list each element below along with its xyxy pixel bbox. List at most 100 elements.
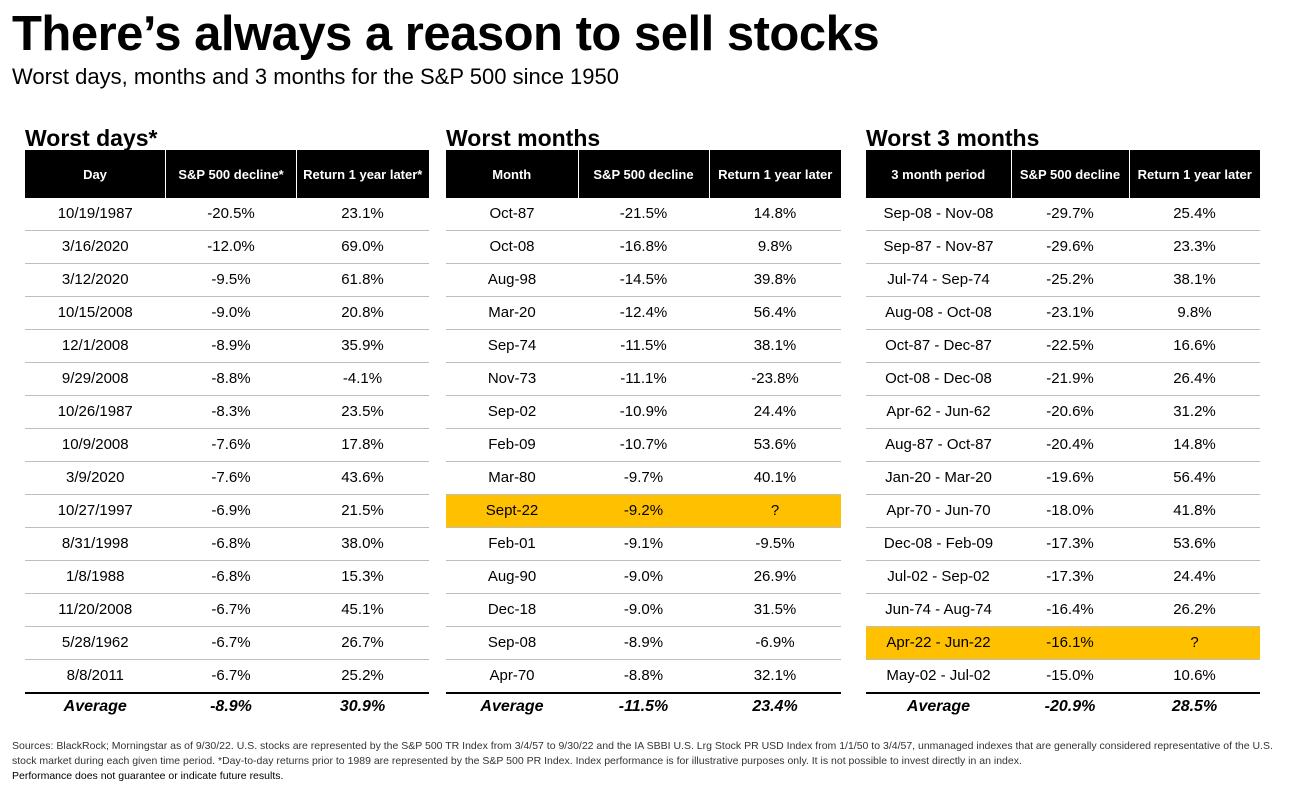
table-row: Aug-90 -9.0% 26.9% [446, 560, 841, 594]
page-title: There’s always a reason to sell stocks [12, 7, 880, 61]
table-row: Sep-02 -10.9% 24.4% [446, 395, 841, 429]
worst-3-months-panel: Worst 3 months 3 month period S&P 500 de… [866, 124, 1260, 720]
table-row: Oct-87 -21.5% 14.8% [446, 198, 841, 231]
average-row: Average -8.9% 30.9% [25, 693, 429, 720]
column-header: 3 month period [866, 150, 1011, 198]
return-cell: 23.1% [296, 198, 429, 231]
table-body: Sep-08 - Nov-08 -29.7% 25.4% Sep-87 - Nov-8… [866, 198, 1260, 694]
period-cell: Mar-80 [446, 461, 578, 495]
worst-days-panel: Worst days* Day S&P 500 decline* Return … [25, 124, 429, 720]
decline-cell: -6.7% [165, 626, 297, 660]
period-cell: 10/15/2008 [25, 296, 166, 330]
decline-cell: -8.9% [578, 626, 709, 660]
return-cell: 69.0% [296, 230, 429, 264]
table-row: Feb-09 -10.7% 53.6% [446, 428, 841, 462]
return-cell: 9.8% [1129, 296, 1260, 330]
period-cell: 8/8/2011 [25, 659, 166, 694]
period-cell: Oct-08 [446, 230, 578, 264]
period-cell: Sept-22 [446, 494, 578, 528]
period-cell: May-02 - Jul-02 [866, 659, 1011, 694]
period-cell: Aug-90 [446, 560, 578, 594]
return-cell: 56.4% [709, 296, 841, 330]
decline-cell: -14.5% [578, 263, 709, 297]
period-cell: 8/31/1998 [25, 527, 166, 561]
table-row: 12/1/2008 -8.9% 35.9% [25, 329, 429, 363]
return-cell: -4.1% [296, 362, 429, 396]
decline-cell: -6.8% [165, 527, 297, 561]
return-cell: 10.6% [1129, 659, 1260, 694]
return-cell: 26.9% [709, 560, 841, 594]
period-cell: Oct-08 - Dec-08 [866, 362, 1011, 396]
table-row: Oct-87 - Dec-87 -22.5% 16.6% [866, 329, 1260, 363]
return-cell: 14.8% [1129, 428, 1260, 462]
decline-cell: -20.5% [165, 198, 297, 231]
period-cell: 5/28/1962 [25, 626, 166, 660]
table-row: Sep-87 - Nov-87 -29.6% 23.3% [866, 230, 1260, 264]
decline-cell: -12.0% [165, 230, 297, 264]
return-cell: ? [1129, 626, 1260, 660]
table-row: Sep-08 - Nov-08 -29.7% 25.4% [866, 198, 1260, 231]
decline-cell: -29.7% [1011, 198, 1129, 231]
period-cell: Nov-73 [446, 362, 578, 396]
period-cell: Aug-87 - Oct-87 [866, 428, 1011, 462]
period-cell: Sep-08 - Nov-08 [866, 198, 1011, 231]
return-cell: 26.7% [296, 626, 429, 660]
footnote: Sources: BlackRock; Morningstar as of 9/… [12, 739, 1297, 784]
table-row: 9/29/2008 -8.8% -4.1% [25, 362, 429, 396]
period-cell: 3/16/2020 [25, 230, 166, 264]
decline-cell: -6.8% [165, 560, 297, 594]
average-row: Average -11.5% 23.4% [446, 693, 841, 720]
decline-cell: -9.0% [578, 560, 709, 594]
table-row: 8/31/1998 -6.8% 38.0% [25, 527, 429, 561]
decline-cell: -19.6% [1011, 461, 1129, 495]
table-row: Sep-74 -11.5% 38.1% [446, 329, 841, 363]
return-cell: 35.9% [296, 329, 429, 363]
table-row: 10/26/1987 -8.3% 23.5% [25, 395, 429, 429]
worst-3-months-table: 3 month period S&P 500 decline Return 1 … [866, 150, 1260, 720]
average-label: Average [63, 698, 127, 715]
table-row: Nov-73 -11.1% -23.8% [446, 362, 841, 396]
return-cell: -6.9% [709, 626, 841, 660]
table-header-row: Month S&P 500 decline Return 1 year late… [446, 150, 841, 198]
return-cell: -23.8% [709, 362, 841, 396]
average-row: Average -20.9% 28.5% [866, 693, 1260, 720]
return-cell: 25.4% [1129, 198, 1260, 231]
average-return: 23.4% [752, 698, 798, 715]
return-cell: 24.4% [1129, 560, 1260, 594]
period-cell: 10/9/2008 [25, 428, 166, 462]
column-header: Return 1 year later* [296, 150, 429, 198]
period-cell: Dec-08 - Feb-09 [866, 527, 1011, 561]
period-cell: Apr-62 - Jun-62 [866, 395, 1011, 429]
table-row: 11/20/2008 -6.7% 45.1% [25, 593, 429, 627]
decline-cell: -23.1% [1011, 296, 1129, 330]
table-row: 8/8/2011 -6.7% 25.2% [25, 659, 429, 694]
worst-months-title: Worst months [446, 125, 601, 151]
decline-cell: -8.9% [165, 329, 297, 363]
column-header: S&P 500 decline* [165, 150, 297, 198]
decline-cell: -9.2% [578, 494, 709, 528]
sources-note: Sources: BlackRock; Morningstar as of 9/… [12, 740, 1273, 767]
performance-disclaimer: Performance does not guarantee or indica… [12, 770, 284, 782]
period-cell: Aug-08 - Oct-08 [866, 296, 1011, 330]
period-cell: Sep-02 [446, 395, 578, 429]
average-decline: -11.5% [618, 698, 669, 715]
return-cell: 31.2% [1129, 395, 1260, 429]
period-cell: Apr-70 - Jun-70 [866, 494, 1011, 528]
decline-cell: -9.0% [578, 593, 709, 627]
worst-months-panel: Worst months Month S&P 500 decline Retur… [446, 124, 841, 720]
return-cell: 21.5% [296, 494, 429, 528]
return-cell: 24.4% [709, 395, 841, 429]
column-header: S&P 500 decline [1010, 150, 1129, 198]
decline-cell: -9.1% [578, 527, 709, 561]
period-cell: 3/9/2020 [25, 461, 166, 495]
table-row: Feb-01 -9.1% -9.5% [446, 527, 841, 561]
table-row: 10/19/1987 -20.5% 23.1% [25, 198, 429, 231]
return-cell: 53.6% [709, 428, 841, 462]
page-subtitle: Worst days, months and 3 months for the … [12, 64, 619, 89]
table-row: 5/28/1962 -6.7% 26.7% [25, 626, 429, 660]
return-cell: 41.8% [1129, 494, 1260, 528]
decline-cell: -25.2% [1011, 263, 1129, 297]
period-cell: Sep-87 - Nov-87 [866, 230, 1011, 264]
period-cell: 11/20/2008 [25, 593, 166, 627]
period-cell: 10/26/1987 [25, 395, 166, 429]
